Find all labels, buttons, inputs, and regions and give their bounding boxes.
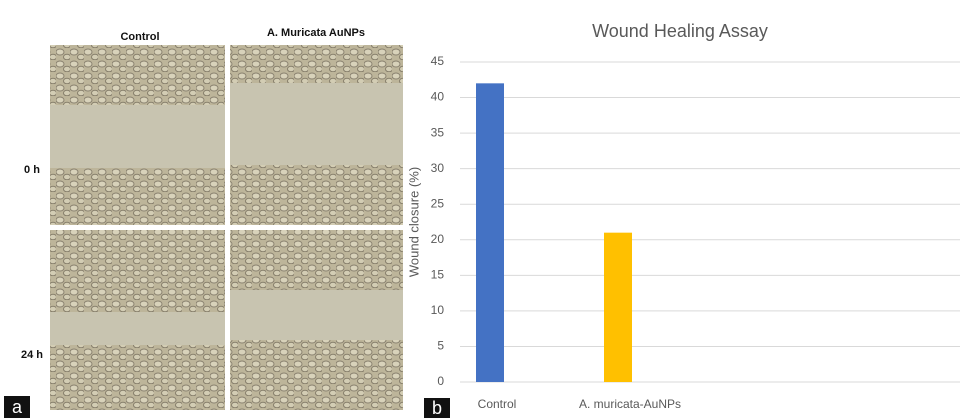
y-tick-label: 10 <box>431 303 445 317</box>
y-tick-label: 30 <box>431 161 445 175</box>
y-tick-label: 5 <box>437 339 444 353</box>
x-tick-label: A. muricata-AuNPs <box>579 397 681 411</box>
panel-label-box <box>4 396 30 418</box>
column-label: Control <box>120 31 159 43</box>
bar <box>476 83 504 382</box>
panel-label: b <box>432 398 442 418</box>
y-tick-label: 20 <box>431 232 445 246</box>
micrographs <box>50 45 403 410</box>
y-tick-label: 0 <box>437 374 444 388</box>
row-label: 0 h <box>24 164 40 176</box>
bar <box>604 232 632 382</box>
y-tick-label: 45 <box>431 54 445 68</box>
panel-label-box <box>424 398 450 418</box>
column-label: A. Muricata AuNPs <box>267 27 365 39</box>
x-tick-label: Control <box>478 397 517 411</box>
panel-label: a <box>12 397 23 417</box>
y-tick-label: 40 <box>431 90 445 104</box>
y-axis-label: Wound closure (%) <box>406 167 421 277</box>
y-tick-label: 35 <box>431 125 445 139</box>
y-tick-label: 25 <box>431 196 445 210</box>
row-label: 24 h <box>21 349 43 361</box>
y-tick-label: 15 <box>431 268 445 282</box>
chart-title: Wound Healing Assay <box>592 21 768 41</box>
